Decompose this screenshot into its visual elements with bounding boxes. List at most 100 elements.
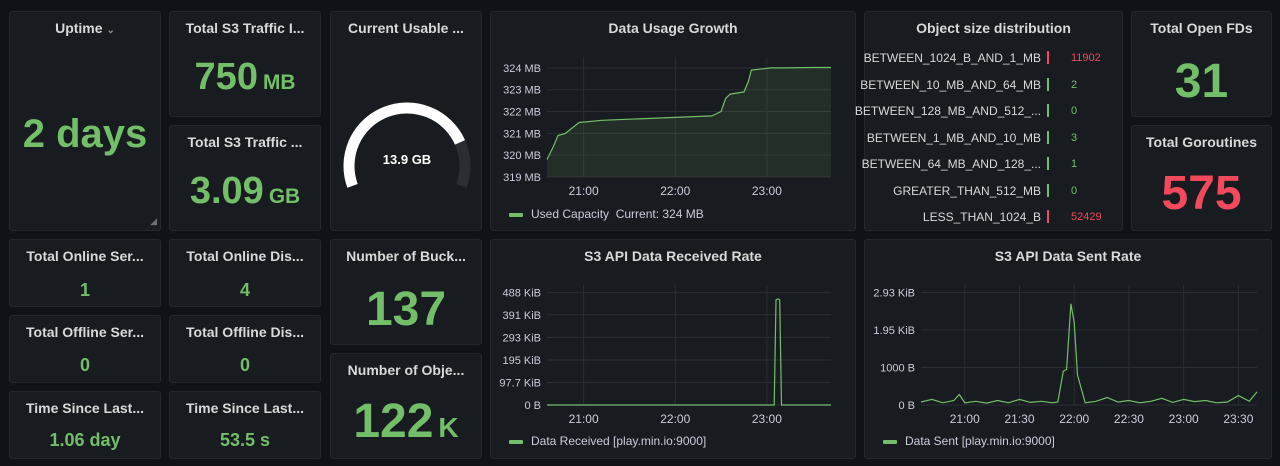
panel-title: Total Online Dis...	[186, 248, 304, 264]
y-tick-label: 324 MB	[503, 63, 541, 75]
stat-value: 0	[79, 355, 90, 375]
x-tick-label: 22:00	[660, 412, 690, 426]
legend-swatch	[509, 212, 523, 217]
panel-title: Data Usage Growth	[608, 20, 738, 36]
series-line	[547, 298, 831, 406]
distribution-row-label: BETWEEN_1024_B_AND_1_MB	[863, 51, 1041, 65]
y-tick-label: 195 KiB	[502, 355, 541, 367]
y-tick-label: 319 MB	[503, 172, 541, 184]
panel-title: Total S3 Traffic I...	[185, 20, 305, 36]
stat-value: 4	[239, 280, 250, 300]
distribution-row: LESS_THAN_1024_B 52429	[865, 208, 1121, 226]
distribution-row: GREATER_THAN_512_MB 0	[865, 182, 1121, 200]
panel-title: Number of Buck...	[346, 248, 466, 264]
chart-legend[interactable]: Data Received [play.min.io:9000]	[509, 434, 706, 448]
data-sent-chart: 2.93 KiB 1.95 KiB 1000 B 0 B 21:00 21:30 22:00…	[873, 285, 1258, 426]
x-tick-label: 21:00	[569, 412, 599, 426]
x-tick-label: 21:00	[569, 184, 599, 198]
distribution-row-bar	[1047, 104, 1049, 117]
series-line	[546, 66, 831, 160]
distribution-row-label: GREATER_THAN_512_MB	[893, 183, 1041, 198]
panel-title: Total Offline Dis...	[186, 324, 304, 340]
time-since-last-1-panel[interactable]: Time Since Last... 1.06 day	[9, 391, 161, 459]
legend-series: Data Sent [play.min.io:9000]	[905, 434, 1055, 448]
data-received-rate-panel[interactable]: S3 API Data Received Rate 488 KiB 391 KiB…	[490, 239, 856, 459]
legend-current: Current: 324 MB	[615, 207, 704, 221]
offline-servers-panel[interactable]: Total Offline Ser... 0	[9, 315, 161, 383]
y-tick-label: 0 B	[898, 400, 915, 412]
y-tick-label: 1000 B	[880, 363, 915, 375]
object-size-distribution-panel[interactable]: Object size distribution BETWEEN_1024_B_…	[855, 11, 1123, 231]
data-received-chart: 488 KiB 391 KiB 293 KiB 195 KiB 97.7 KiB 0 B 2…	[499, 285, 831, 426]
offline-disks-panel[interactable]: Total Offline Dis... 0	[169, 315, 321, 383]
goroutines-panel[interactable]: Total Goroutines 575	[1131, 125, 1272, 231]
distribution-row-bar	[1047, 51, 1049, 64]
distribution-row-value: 52429	[1071, 211, 1102, 223]
distribution-row: BETWEEN_64_MB_AND_128_... 1	[861, 155, 1121, 173]
chevron-down-icon[interactable]: ⌄	[106, 25, 115, 36]
x-tick-label: 23:00	[752, 184, 782, 198]
y-tick-label: 323 MB	[503, 85, 541, 97]
stat-value: 137	[365, 283, 447, 336]
x-tick-label: 21:00	[950, 412, 980, 426]
chart-legend[interactable]: Used Capacity Current: 324 MB	[509, 207, 704, 221]
panel-title: Total Open FDs	[1150, 20, 1253, 36]
x-tick-label: 23:00	[752, 412, 782, 426]
y-tick-label: 321 MB	[503, 128, 541, 140]
panel-title: S3 API Data Received Rate	[584, 248, 762, 264]
distribution-row-bar	[1047, 77, 1049, 91]
stat-unit: MB	[262, 71, 296, 94]
panel-title[interactable]: Uptime ⌄	[55, 20, 115, 36]
distribution-row: BETWEEN_10_MB_AND_64_MB 2	[860, 76, 1121, 94]
panel-title: Total Offline Ser...	[26, 324, 144, 340]
stat-value: 3.09 GB	[170, 170, 320, 213]
uptime-value: 2 days	[22, 112, 148, 156]
time-since-last-2-panel[interactable]: Time Since Last... 53.5 s	[169, 391, 321, 459]
legend-series: Data Received [play.min.io:9000]	[531, 434, 707, 448]
distribution-row-value: 2	[1071, 78, 1078, 91]
usable-capacity-panel[interactable]: Current Usable ... 13.9 GB	[330, 11, 482, 231]
data-usage-chart: 324 MB 323 MB 322 MB 321 MB 320 MB 319 MB 21:0…	[503, 57, 831, 198]
open-fds-panel[interactable]: Total Open FDs 31	[1131, 11, 1272, 117]
stat-value: 1	[79, 280, 90, 300]
stat-number: 3.09	[189, 170, 264, 212]
series-line	[920, 303, 1258, 404]
s3-traffic-in-panel[interactable]: Total S3 Traffic I... 750 MB	[169, 11, 321, 117]
panel-title: Total S3 Traffic ...	[187, 134, 303, 150]
distribution-row-label: BETWEEN_64_MB_AND_128_...	[861, 157, 1041, 171]
s3-traffic-out-panel[interactable]: Total S3 Traffic ... 3.09 GB	[169, 125, 321, 231]
stat-value: 122 K	[331, 394, 481, 449]
usable-gauge: 13.9 GB	[343, 102, 471, 188]
distribution-row-label: BETWEEN_1_MB_AND_10_MB	[866, 130, 1041, 145]
legend-swatch	[509, 439, 523, 444]
distribution-row-bar	[1047, 157, 1049, 170]
chart-legend[interactable]: Data Sent [play.min.io:9000]	[883, 434, 1055, 448]
y-tick-label: 2.93 KiB	[873, 288, 915, 300]
y-tick-label: 391 KiB	[502, 310, 541, 322]
uptime-panel[interactable]: Uptime ⌄ 2 days ◢	[9, 11, 161, 231]
distribution-row-bar	[1047, 183, 1049, 197]
resize-handle-icon[interactable]: ◢	[150, 216, 157, 226]
series-area	[547, 67, 831, 177]
data-usage-growth-panel[interactable]: Data Usage Growth 324 MB 323 MB 322 MB 321 …	[490, 11, 856, 231]
stat-value: 53.5 s	[219, 430, 271, 450]
x-tick-label: 23:00	[1169, 412, 1199, 426]
panel-title: Current Usable ...	[348, 20, 464, 36]
distribution-row-value: 1	[1071, 158, 1078, 170]
x-tick-label: 23:30	[1223, 412, 1253, 426]
distribution-row: BETWEEN_1_MB_AND_10_MB 3	[865, 129, 1121, 147]
distribution-row-label: BETWEEN_128_MB_AND_512_...	[854, 104, 1041, 118]
stat-number: 122	[353, 395, 434, 448]
online-servers-panel[interactable]: Total Online Ser... 1	[9, 239, 161, 307]
y-tick-label: 488 KiB	[502, 287, 541, 299]
panel-title: Time Since Last...	[185, 400, 304, 416]
bucket-count-panel[interactable]: Number of Buck... 137	[330, 239, 482, 345]
x-tick-label: 22:00	[1059, 412, 1089, 426]
data-sent-rate-panel[interactable]: S3 API Data Sent Rate 2.93 KiB 1.95 KiB 10…	[864, 239, 1272, 459]
online-disks-panel[interactable]: Total Online Dis... 4	[169, 239, 321, 307]
stat-value: 1.06 day	[49, 430, 121, 450]
y-tick-label: 293 KiB	[502, 332, 541, 344]
panel-title: Total Online Ser...	[26, 248, 144, 264]
object-count-panel[interactable]: Number of Obje... 122 K	[330, 353, 482, 459]
stat-number: 750	[194, 56, 258, 98]
